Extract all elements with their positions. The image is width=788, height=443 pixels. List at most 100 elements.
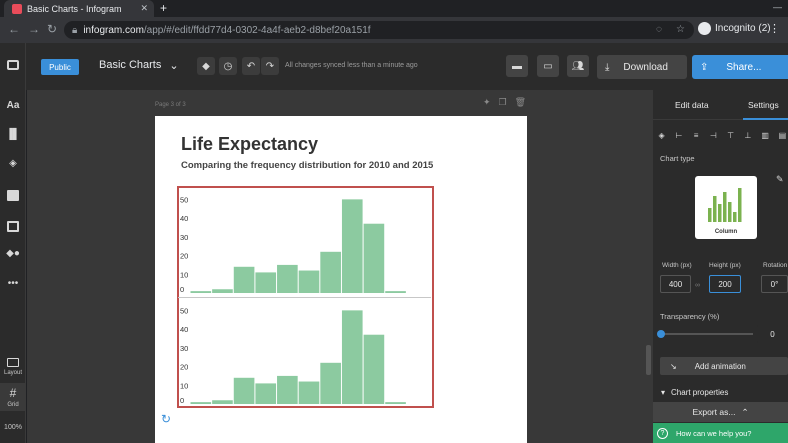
chart-type-thumbnail[interactable]: Column [695, 176, 757, 239]
align-center-icon[interactable]: ≡ [693, 130, 699, 140]
histogram-bar[interactable] [320, 251, 341, 293]
text-tool[interactable]: Aa [6, 100, 20, 111]
rotation-input[interactable]: 0° [761, 275, 788, 293]
project-name: Basic Charts [99, 59, 162, 71]
tag-button[interactable]: ◆ [197, 57, 215, 75]
layout-icon[interactable] [7, 358, 19, 367]
grid-icon: # [9, 386, 17, 400]
histogram-bar[interactable] [385, 402, 406, 404]
redo-button[interactable]: ↷ [261, 57, 279, 75]
histogram-bar[interactable] [190, 291, 212, 293]
transparency-slider-handle[interactable] [657, 330, 665, 338]
caret-down-icon: ▾ [661, 388, 666, 397]
download-button[interactable]: ⤓ Download [597, 55, 687, 79]
trash-icon[interactable]: 🗑︎ [514, 97, 527, 107]
histogram-2010[interactable]: 0 10 20 30 40 50 [178, 186, 431, 297]
canvas-scrollbar[interactable] [646, 345, 651, 375]
link-icon[interactable]: ∞ [695, 282, 700, 289]
download-label: Download [623, 61, 668, 73]
comments-button[interactable]: ▬ [506, 55, 528, 77]
map-icon[interactable]: ◈ [9, 158, 17, 169]
align-left-icon[interactable]: ⊢ [675, 130, 683, 140]
project-name-dropdown[interactable]: Basic Charts ⌄ [99, 59, 179, 72]
magic-wand-icon[interactable]: ✦ [483, 97, 491, 107]
chart-bar-icon[interactable]: ▐▌ [5, 129, 21, 140]
distribute-icon[interactable]: ▤ [778, 130, 787, 140]
histogram-bar[interactable] [298, 381, 320, 404]
zoom-level[interactable]: 100% [4, 424, 22, 431]
shapes-icon[interactable]: ◆● [6, 248, 20, 259]
page-title[interactable]: Life Expectancy [181, 134, 319, 154]
layout-blocks-icon[interactable] [7, 190, 19, 201]
edit-chart-type-icon[interactable]: ✎ [776, 174, 784, 184]
histogram-bar[interactable] [255, 272, 277, 293]
help-label: How can we help you? [676, 428, 752, 438]
help-chat-button[interactable]: ? How can we help you? [653, 423, 788, 443]
infographic-page[interactable]: Life Expectancy Comparing the frequency … [155, 116, 527, 443]
histogram-bar[interactable] [277, 264, 298, 293]
browser-menu-icon[interactable]: ⋮ [769, 23, 780, 35]
present-button[interactable]: ▭ [537, 55, 559, 77]
height-input[interactable]: 200 [709, 275, 741, 293]
browser-tab[interactable]: Basic Charts - Infogram ✕ [4, 0, 154, 17]
transparency-slider[interactable] [660, 333, 753, 335]
align-middle-icon[interactable]: ⊥ [744, 130, 752, 140]
canvas-area: Page 3 of 3 ✦ ❐ 🗑︎ Life Expectancy Compa… [27, 90, 653, 443]
history-button[interactable]: ◷ [219, 57, 237, 75]
histogram-bar[interactable] [341, 310, 363, 404]
window-controls-icon[interactable]: — [773, 2, 782, 12]
library-button[interactable] [0, 43, 26, 90]
collaborators-button[interactable]: 👥︎ [567, 55, 589, 77]
layers-icon[interactable]: ◈ [658, 130, 665, 140]
forward-icon[interactable]: → [28, 22, 40, 36]
reload-icon[interactable]: ↻ [47, 22, 58, 36]
close-tab-icon[interactable]: ✕ [140, 3, 148, 13]
share-button[interactable]: ⇪ Share... [692, 55, 788, 79]
duplicate-icon[interactable]: ❐ [498, 97, 507, 107]
histogram-bar[interactable] [341, 199, 363, 293]
histogram-bar[interactable] [233, 377, 255, 404]
undo-icon: ↶ [246, 60, 256, 72]
image-icon[interactable] [7, 221, 19, 232]
thumbnail-bar [713, 196, 717, 222]
incognito-profile[interactable]: Incognito (2) [698, 22, 771, 35]
more-icon[interactable]: ••• [7, 278, 19, 289]
public-button[interactable]: Public [41, 59, 79, 75]
align-bottom-icon[interactable]: ▥ [761, 130, 769, 140]
y-tick-label: 50 [180, 306, 188, 315]
url-bar[interactable]: 🔒︎ infogram.com/app/#/edit/ffdd77d4-0302… [64, 21, 694, 39]
histogram-bar[interactable] [190, 402, 212, 404]
export-as-button[interactable]: Export as... ⌃ [653, 402, 788, 422]
histogram-bar[interactable] [255, 383, 277, 404]
tab-edit-data[interactable]: Edit data [675, 100, 709, 110]
histogram-bar[interactable] [363, 223, 385, 293]
y-tick-label: 10 [180, 270, 188, 279]
align-right-icon[interactable]: ⊣ [709, 130, 717, 140]
histogram-bar[interactable] [320, 362, 341, 404]
y-tick-label: 50 [180, 195, 188, 204]
histogram-bar[interactable] [277, 375, 298, 404]
undo-button[interactable]: ↶ [242, 57, 260, 75]
histogram-2015[interactable]: 0 10 20 30 40 50 [178, 297, 431, 408]
grid-button[interactable] [0, 383, 26, 411]
back-icon[interactable]: ← [8, 22, 20, 36]
histogram-bar[interactable] [212, 400, 233, 404]
width-input[interactable]: 400 [660, 275, 691, 293]
transparency-input[interactable]: 0 [757, 325, 788, 343]
eye-off-icon[interactable]: ◌ [656, 24, 662, 35]
histogram-bar[interactable] [212, 289, 233, 293]
histogram-bar[interactable] [385, 291, 406, 293]
chart-properties-section[interactable]: ▾ Chart properties [661, 388, 728, 397]
add-animation-button[interactable]: ↘ Add animation [660, 357, 788, 375]
histogram-bar[interactable] [363, 334, 385, 404]
bookmark-star-icon[interactable]: ☆ [676, 24, 685, 35]
profile-label: Incognito (2) [715, 23, 771, 34]
new-tab-button[interactable]: + [160, 1, 168, 15]
align-top-icon[interactable]: ⊤ [727, 130, 735, 140]
tab-settings[interactable]: Settings [748, 100, 779, 110]
histogram-bar[interactable] [298, 270, 320, 293]
histogram-bar[interactable] [233, 266, 255, 293]
rotation-label: Rotation [763, 262, 788, 269]
page-subtitle[interactable]: Comparing the frequency distribution for… [181, 160, 434, 171]
infogram-favicon-icon [12, 3, 22, 14]
